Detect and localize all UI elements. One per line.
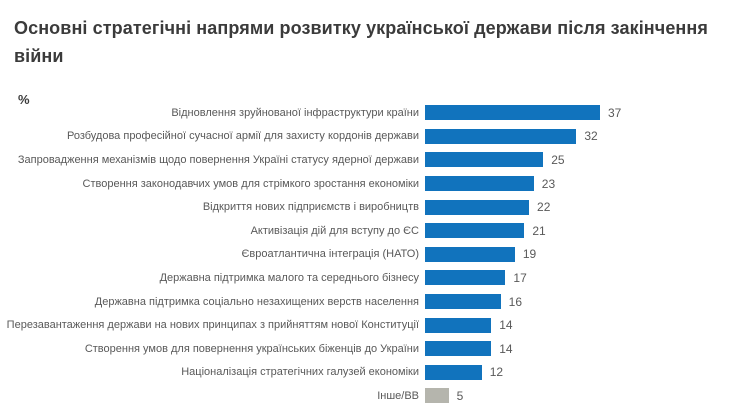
bar: [425, 199, 530, 215]
bar-value-label: 17: [513, 270, 527, 285]
bar: [425, 223, 525, 239]
bar: [425, 176, 534, 192]
chart-row: Націоналізація стратегічних галузей екон…: [0, 361, 737, 385]
chart-row: Євроатлантична інтеграція (НАТО) 19: [0, 243, 737, 267]
chart-title: Основні стратегічні напрями розвитку укр…: [14, 18, 708, 66]
bar: [425, 270, 506, 286]
bar: [425, 388, 449, 404]
chart-row: Створення законодавчих умов для стрімког…: [0, 172, 737, 196]
bar-category-label: Розбудова професійної сучасної армії для…: [66, 130, 419, 143]
bar-value-label: 12: [489, 365, 504, 380]
chart-row: Створення умов для повернення українськи…: [0, 337, 737, 361]
bar-value-label: 14: [499, 341, 513, 356]
chart-row: Відновлення зруйнованої інфраструктури к…: [0, 101, 737, 125]
bar: [425, 341, 492, 357]
bar-category-label: Відновлення зруйнованої інфраструктури к…: [171, 106, 419, 119]
chart-row: Активізація дій для вступу до ЄС 21: [0, 219, 737, 243]
bar: [425, 317, 492, 333]
bar-category-label: Націоналізація стратегічних галузей екон…: [181, 366, 419, 379]
bar-category-label: Перезавантаження держави на нових принци…: [6, 319, 419, 332]
bar-value-label: 14: [499, 318, 513, 333]
bar: [425, 246, 515, 262]
bar-value-label: 21: [532, 223, 546, 238]
unit-label: %: [18, 92, 30, 107]
bar-value-label: 25: [551, 152, 565, 167]
bar-category-label: Державна підтримка соціально незахищених…: [94, 295, 419, 308]
bar-category-label: Державна підтримка малого та середнього …: [159, 271, 419, 284]
bar: [425, 105, 600, 121]
bar: [425, 294, 501, 310]
bar-category-label: Інше/ВВ: [377, 389, 419, 402]
bar-value-label: 37: [608, 105, 622, 120]
chart-row: Державна підтримка соціально незахищених…: [0, 290, 737, 314]
chart-row: Державна підтримка малого та середнього …: [0, 266, 737, 290]
chart-row: Перезавантаження держави на нових принци…: [0, 313, 737, 337]
bar-chart: Відновлення зруйнованої інфраструктури к…: [0, 101, 737, 408]
chart-row: Інше/ВВ 5: [0, 384, 737, 408]
bar-category-label: Створення умов для повернення українськи…: [84, 342, 419, 355]
bar-value-label: 19: [522, 247, 537, 262]
bar: [425, 128, 577, 144]
bar-value-label: 32: [584, 129, 598, 144]
bar-value-label: 5: [456, 388, 464, 403]
bar: [425, 152, 544, 168]
bar-value-label: 16: [508, 294, 523, 309]
bar-category-label: Запровадження механізмів щодо повернення…: [17, 153, 419, 166]
bar-value-label: 22: [537, 200, 551, 215]
bar-category-label: Відкриття нових підприємств і виробництв: [202, 201, 419, 214]
chart-row: Розбудова професійної сучасної армії для…: [0, 125, 737, 149]
bar-category-label: Євроатлантична інтеграція (НАТО): [241, 248, 419, 261]
bar-category-label: Активізація дій для вступу до ЄС: [250, 224, 419, 237]
bar-category-label: Створення законодавчих умов для стрімког…: [82, 177, 419, 190]
bar-value-label: 23: [541, 176, 556, 191]
bar: [425, 364, 482, 380]
chart-row: Відкриття нових підприємств і виробництв…: [0, 195, 737, 219]
chart-row: Запровадження механізмів щодо повернення…: [0, 148, 737, 172]
